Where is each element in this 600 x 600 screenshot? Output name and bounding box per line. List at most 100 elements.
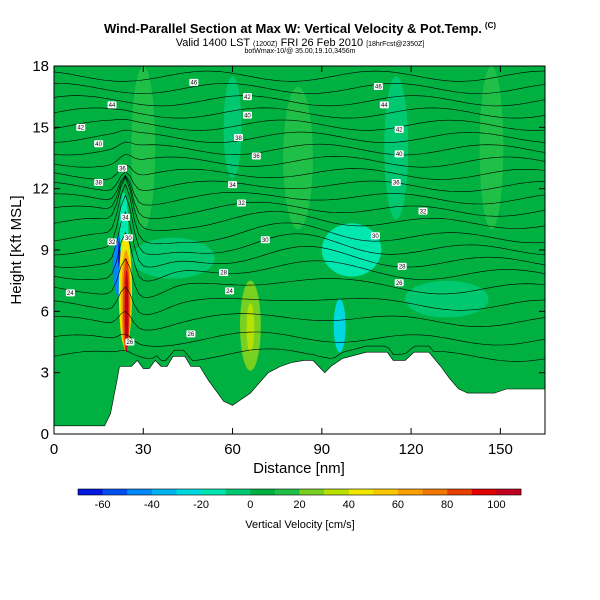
- y-tick-label-18: 18: [32, 58, 49, 75]
- isentrope-17: [54, 119, 545, 131]
- isentrope-label-26: 40: [394, 150, 404, 158]
- svg-text:38: 38: [95, 181, 102, 187]
- isentrope-20: [54, 83, 545, 94]
- isentrope-label-21: 30: [370, 232, 380, 240]
- isentrope-label-23: 26: [394, 279, 404, 287]
- isentrope-label-19: 40: [242, 111, 252, 119]
- svg-text:44: 44: [109, 103, 116, 109]
- svg-text:32: 32: [420, 209, 427, 215]
- isentrope-label-5: 36: [117, 164, 127, 172]
- colorbar-bin-2: [127, 489, 153, 495]
- isentrope-label-4: 34: [120, 213, 130, 221]
- isentrope-1: [54, 331, 545, 347]
- svg-text:40: 40: [396, 152, 403, 158]
- svg-text:42: 42: [244, 95, 251, 101]
- svg-text:46: 46: [191, 81, 198, 87]
- y-tick-label-6: 6: [41, 303, 49, 320]
- x-tick-label-150: 150: [488, 441, 513, 458]
- isentrope-label-9: 44: [107, 101, 117, 109]
- colorbar-tick--60: -60: [95, 499, 111, 511]
- colorbar-bin-9: [299, 489, 325, 495]
- svg-text:26: 26: [127, 340, 134, 346]
- isentrope-12: [54, 171, 545, 192]
- colorbar-bin-4: [176, 489, 202, 495]
- svg-text:30: 30: [125, 236, 132, 242]
- isentrope-19: [54, 95, 545, 107]
- chart-valid-time: Valid 1400 LST (1200Z) FRI 26 Feb 2010 […: [175, 37, 425, 49]
- isentrope-label-28: 44: [379, 101, 389, 109]
- svg-text:42: 42: [77, 126, 84, 132]
- colorbar-bin-6: [225, 489, 251, 495]
- svg-text:40: 40: [244, 113, 251, 119]
- isentrope-0: [54, 345, 545, 362]
- colorbar-tick-80: 80: [441, 499, 453, 511]
- svg-text:44: 44: [381, 103, 388, 109]
- velocity-cell-16: [223, 76, 242, 179]
- velocity-cell-15: [479, 66, 504, 230]
- isentrope-16: [54, 129, 545, 143]
- svg-text:28: 28: [399, 265, 406, 271]
- colorbar-bin-1: [102, 489, 128, 495]
- copyright-mark: (C): [484, 21, 497, 30]
- isentrope-label-3: 32: [107, 238, 117, 246]
- y-tick-label-12: 12: [32, 181, 49, 198]
- isentrope-4: [54, 258, 545, 298]
- y-tick-label-3: 3: [41, 365, 49, 382]
- terrain-mask: [54, 351, 545, 434]
- isentrope-10: [54, 175, 545, 219]
- svg-text:34: 34: [229, 183, 236, 189]
- svg-text:30: 30: [262, 238, 269, 244]
- svg-text:32: 32: [109, 240, 116, 246]
- svg-text:40: 40: [95, 142, 102, 148]
- velocity-cell-9: [333, 299, 346, 353]
- svg-text:36: 36: [253, 154, 260, 160]
- colorbar-label: Vertical Velocity [cm/s]: [245, 519, 354, 531]
- colorbar-tick-100: 100: [487, 499, 505, 511]
- isentrope-11: [54, 174, 545, 206]
- x-tick-label-120: 120: [399, 441, 424, 458]
- colorbar-bin-10: [324, 489, 350, 495]
- colorbar-bin-17: [496, 489, 522, 495]
- plot-area: 24 26 30 32 34 36 38 40 42 44 46 26 24 28 30 32 34 36 38 40…: [54, 66, 545, 434]
- svg-text:28: 28: [220, 271, 227, 277]
- isentrope-3: [54, 286, 545, 315]
- colorbar-tick-0: 0: [247, 499, 253, 511]
- isentrope-13: [54, 164, 545, 180]
- x-tick-label-60: 60: [224, 441, 241, 458]
- x-tick-label-0: 0: [50, 441, 58, 458]
- isentrope-label-11: 26: [186, 330, 196, 338]
- y-axis-label: Height [Kft MSL]: [8, 195, 25, 304]
- colorbar-tick--40: -40: [144, 499, 160, 511]
- isentrope-6: [54, 210, 545, 268]
- isentrope-21: [54, 70, 545, 82]
- svg-text:24: 24: [67, 291, 74, 297]
- colorbar-bin-8: [274, 489, 300, 495]
- isentrope-label-14: 30: [260, 236, 270, 244]
- isentrope-label-18: 38: [233, 134, 243, 142]
- isentrope-2: [54, 310, 545, 331]
- velocity-cell-14: [283, 86, 313, 230]
- isentrope-9: [54, 177, 545, 231]
- isentrope-lines: [54, 70, 545, 362]
- svg-text:42: 42: [396, 128, 403, 134]
- isentrope-18: [54, 107, 545, 119]
- x-axis-label: Distance [nm]: [253, 460, 345, 477]
- x-axis: 0 30 60 90 120 150: [50, 66, 513, 458]
- y-tick-label-9: 9: [41, 242, 49, 259]
- colorbar-bin-13: [397, 489, 423, 495]
- isentrope-label-15: 32: [236, 199, 246, 207]
- isentrope-label-16: 34: [228, 181, 238, 189]
- svg-text:32: 32: [238, 201, 245, 207]
- colorbar-bin-14: [422, 489, 448, 495]
- y-tick-label-0: 0: [41, 426, 49, 443]
- colorbar-tick--20: -20: [193, 499, 209, 511]
- colorbar-bin-7: [250, 489, 276, 495]
- isentrope-label-24: 32: [418, 207, 428, 215]
- colorbar-bin-12: [373, 489, 399, 495]
- colorbar-bin-0: [78, 489, 103, 495]
- colorbar-tick-60: 60: [392, 499, 404, 511]
- chart-title: Wind-Parallel Section at Max W: Vertical…: [103, 21, 497, 36]
- isentrope-label-13: 28: [219, 268, 229, 277]
- colorbar-tick-20: 20: [293, 499, 305, 511]
- isentrope-label-12: 24: [225, 287, 235, 295]
